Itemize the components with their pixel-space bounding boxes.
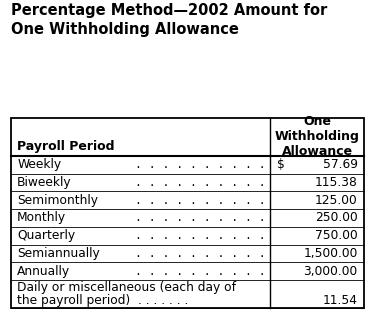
Text: Weekly: Weekly (17, 158, 62, 171)
Text: One
Withholding
Allowance: One Withholding Allowance (274, 115, 360, 158)
Text: Monthly: Monthly (17, 211, 66, 225)
Text: 11.54: 11.54 (323, 294, 358, 307)
Bar (11, 118, 364, 308)
Text: . . . . . . . . . .: . . . . . . . . . . (135, 247, 266, 260)
Text: Percentage Method—2002 Amount for
One Withholding Allowance: Percentage Method—2002 Amount for One Wi… (11, 3, 327, 37)
Text: . . . . . . . . . .: . . . . . . . . . . (135, 176, 266, 189)
Text: Biweekly: Biweekly (17, 176, 72, 189)
Text: 1,500.00: 1,500.00 (303, 247, 358, 260)
Text: $: $ (278, 158, 285, 171)
Text: Semiannually: Semiannually (17, 247, 100, 260)
Text: . . . . . . . . . .: . . . . . . . . . . (135, 194, 266, 207)
Text: the payroll period)  . . . . . . .: the payroll period) . . . . . . . (17, 294, 189, 307)
Text: Payroll Period: Payroll Period (17, 140, 115, 153)
Text: 750.00: 750.00 (315, 229, 358, 242)
Text: 3,000.00: 3,000.00 (303, 265, 358, 278)
Text: . . . . . . . . . .: . . . . . . . . . . (135, 229, 266, 242)
Text: Annually: Annually (17, 265, 70, 278)
Text: . . . . . . . . . .: . . . . . . . . . . (135, 265, 266, 278)
Text: . . . . . . . . . .: . . . . . . . . . . (135, 158, 266, 171)
Text: 125.00: 125.00 (315, 194, 358, 207)
Text: . . . . . . . . . .: . . . . . . . . . . (135, 211, 266, 225)
Text: Quarterly: Quarterly (17, 229, 75, 242)
Text: 57.69: 57.69 (323, 158, 358, 171)
Text: Semimonthly: Semimonthly (17, 194, 98, 207)
Text: 250.00: 250.00 (315, 211, 358, 225)
Text: 115.38: 115.38 (315, 176, 358, 189)
Text: Daily or miscellaneous (each day of: Daily or miscellaneous (each day of (17, 281, 236, 294)
